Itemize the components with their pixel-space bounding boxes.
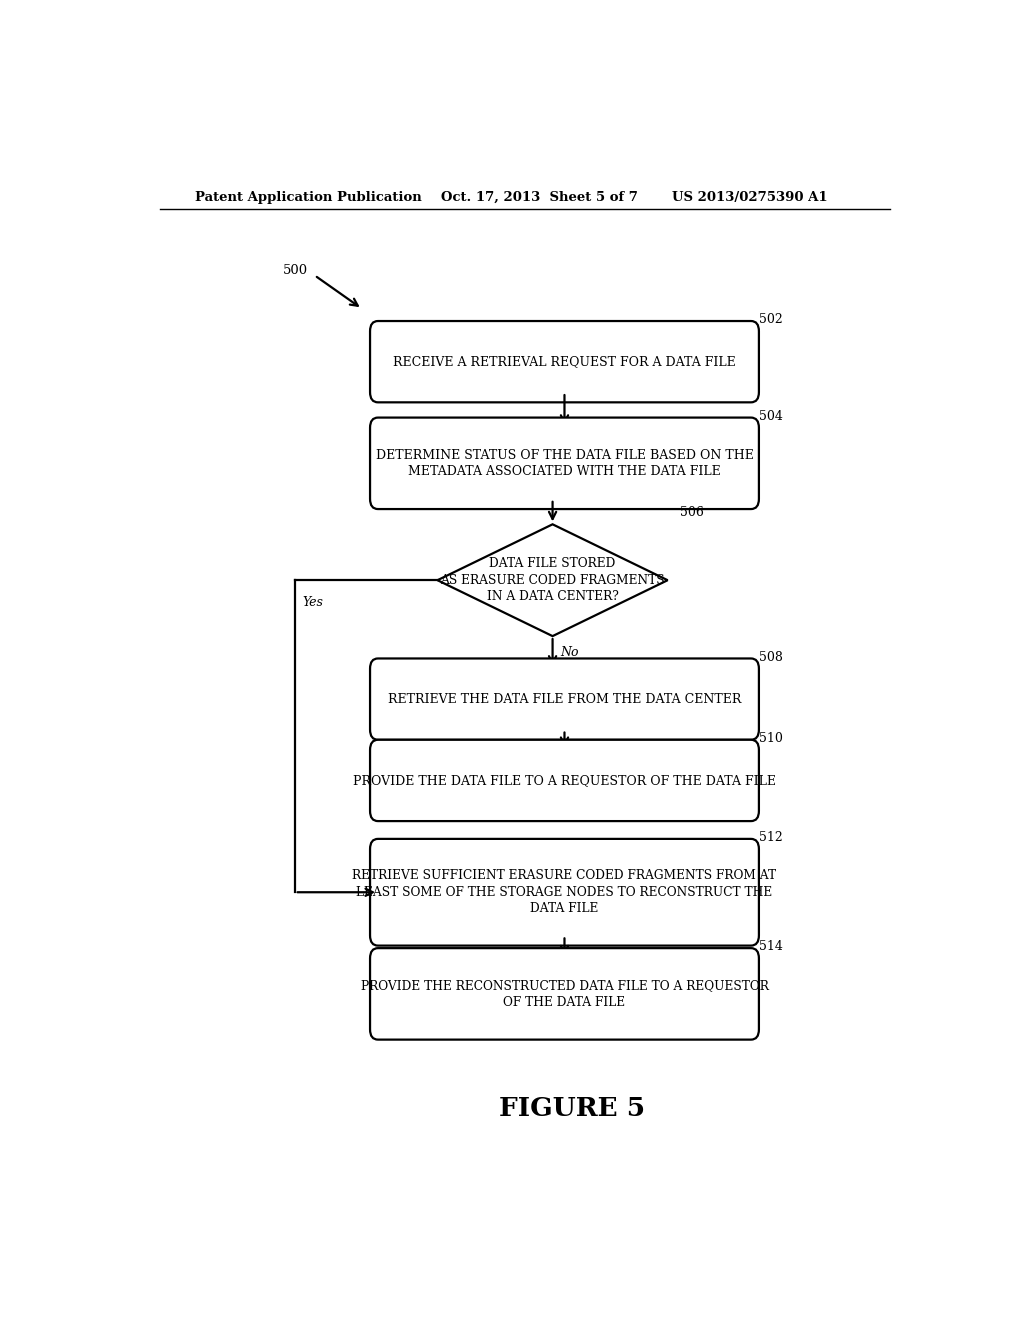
Text: RETRIEVE SUFFICIENT ERASURE CODED FRAGMENTS FROM AT
LEAST SOME OF THE STORAGE NO: RETRIEVE SUFFICIENT ERASURE CODED FRAGME… <box>352 870 776 915</box>
Text: 506: 506 <box>680 507 703 519</box>
Polygon shape <box>437 524 668 636</box>
Text: RETRIEVE THE DATA FILE FROM THE DATA CENTER: RETRIEVE THE DATA FILE FROM THE DATA CEN… <box>388 693 741 706</box>
Text: PROVIDE THE RECONSTRUCTED DATA FILE TO A REQUESTOR
OF THE DATA FILE: PROVIDE THE RECONSTRUCTED DATA FILE TO A… <box>360 979 768 1008</box>
Text: RECEIVE A RETRIEVAL REQUEST FOR A DATA FILE: RECEIVE A RETRIEVAL REQUEST FOR A DATA F… <box>393 355 736 368</box>
Text: 510: 510 <box>759 731 782 744</box>
Text: PROVIDE THE DATA FILE TO A REQUESTOR OF THE DATA FILE: PROVIDE THE DATA FILE TO A REQUESTOR OF … <box>353 774 776 787</box>
Text: DATA FILE STORED
AS ERASURE CODED FRAGMENTS
IN A DATA CENTER?: DATA FILE STORED AS ERASURE CODED FRAGME… <box>440 557 665 603</box>
Text: Patent Application Publication: Patent Application Publication <box>196 190 422 203</box>
Text: 502: 502 <box>759 313 782 326</box>
Text: 512: 512 <box>759 832 782 843</box>
Text: 514: 514 <box>759 940 782 953</box>
Text: 504: 504 <box>759 409 782 422</box>
Text: Yes: Yes <box>303 597 324 609</box>
FancyBboxPatch shape <box>370 739 759 821</box>
FancyBboxPatch shape <box>370 321 759 403</box>
FancyBboxPatch shape <box>370 417 759 510</box>
Text: Oct. 17, 2013  Sheet 5 of 7: Oct. 17, 2013 Sheet 5 of 7 <box>441 190 638 203</box>
Text: DETERMINE STATUS OF THE DATA FILE BASED ON THE
METADATA ASSOCIATED WITH THE DATA: DETERMINE STATUS OF THE DATA FILE BASED … <box>376 449 754 478</box>
Text: 500: 500 <box>283 264 308 277</box>
Text: No: No <box>560 645 579 659</box>
FancyBboxPatch shape <box>370 659 759 739</box>
Text: 508: 508 <box>759 651 782 664</box>
FancyBboxPatch shape <box>370 840 759 945</box>
Text: FIGURE 5: FIGURE 5 <box>500 1096 645 1121</box>
Text: US 2013/0275390 A1: US 2013/0275390 A1 <box>672 190 827 203</box>
FancyBboxPatch shape <box>370 948 759 1040</box>
